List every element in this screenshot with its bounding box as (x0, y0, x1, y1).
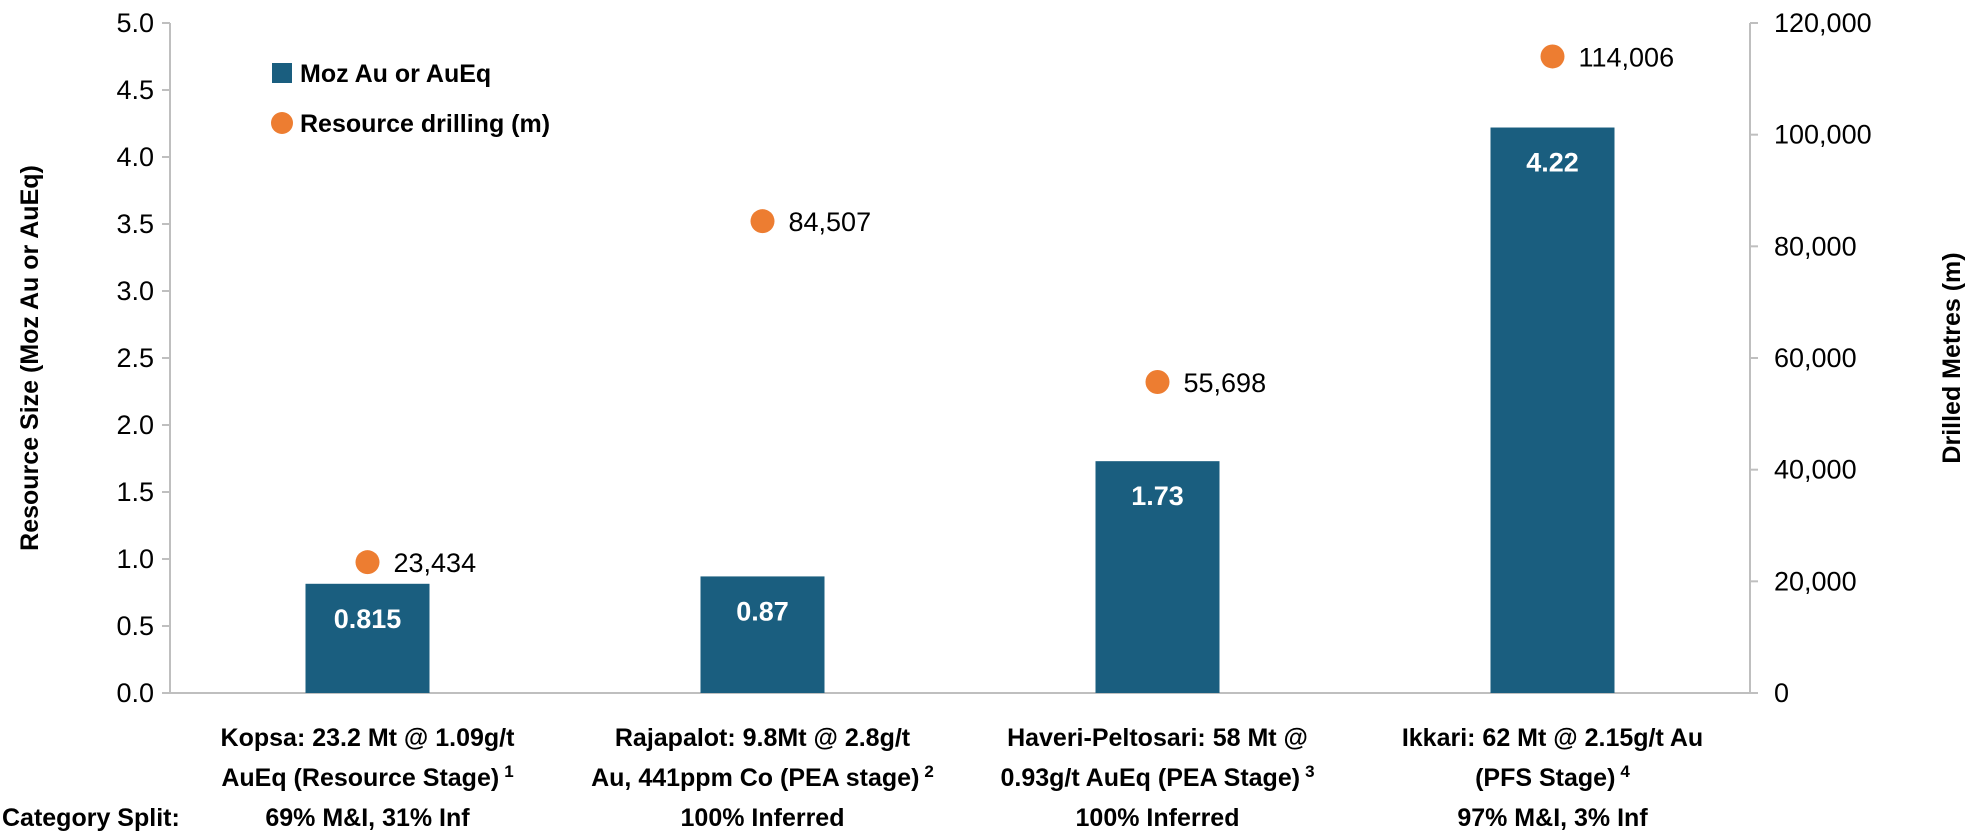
y-tick-label: 5.0 (116, 8, 154, 38)
y2-tick-label: 80,000 (1774, 231, 1857, 261)
bar-value-label: 0.87 (736, 596, 789, 626)
category-label-text: Au, 441ppm Co (PEA stage) (591, 764, 919, 792)
scatter-point (1145, 370, 1170, 395)
legend-label-point: Resource drilling (m) (300, 110, 550, 138)
point-value-label: 84,507 (789, 207, 872, 237)
y-tick-label: 1.0 (116, 544, 154, 574)
category-label-line2: AuEq (Resource Stage) 1 (221, 762, 513, 792)
legend-swatch-bar (272, 63, 292, 83)
category-labels: Kopsa: 23.2 Mt @ 1.09g/t AuEq (Resource S… (2, 724, 1703, 832)
category-split-value: 69% M&I, 31% Inf (265, 804, 470, 832)
legend-label-bar: Moz Au or AuEq (300, 60, 491, 88)
category-label-line2: 0.93g/t AuEq (PEA Stage) 3 (1000, 762, 1314, 792)
footnote-marker: 4 (1620, 762, 1630, 781)
y2-tick-label: 60,000 (1774, 343, 1857, 373)
y-tick-label: 3.5 (116, 209, 154, 239)
category-label-text: 0.93g/t AuEq (PEA Stage) (1000, 764, 1300, 792)
legend: Moz Au or AuEq Resource drilling (m) (271, 60, 550, 138)
category-label-line1: Kopsa: 23.2 Mt @ 1.09g/t (221, 724, 516, 752)
y2-tick-label: 120,000 (1774, 8, 1872, 38)
category-label-text: AuEq (Resource Stage) (221, 764, 499, 792)
bar (305, 583, 430, 693)
y2-tick-label: 40,000 (1774, 455, 1857, 485)
category-label-line2: (PFS Stage) 4 (1475, 762, 1630, 792)
scatter-point (1540, 44, 1565, 69)
y-axis-title: Resource Size (Moz Au or AuEq) (16, 165, 44, 551)
footnote-marker: 3 (1305, 762, 1314, 781)
category-split-heading: Category Split: (2, 804, 180, 832)
category-split-value: 100% Inferred (681, 804, 845, 832)
point-value-label: 114,006 (1579, 42, 1675, 72)
bar (1095, 461, 1220, 693)
category-label-line1: Ikkari: 62 Mt @ 2.15g/t Au (1402, 724, 1703, 752)
y-tick-label: 1.5 (116, 477, 154, 507)
bar-series (305, 127, 1615, 693)
data-labels: 0.815 0.87 1.73 4.22 23,434 84,507 55,698 114,0… (334, 42, 1674, 633)
y2-tick-label: 100,000 (1774, 120, 1872, 150)
category-label-line1: Haveri-Peltosari: 58 Mt @ (1007, 724, 1308, 752)
category-label-line2: Au, 441ppm Co (PEA stage) 2 (591, 762, 934, 792)
bar-value-label: 4.22 (1526, 148, 1579, 178)
y-tick-label: 2.0 (116, 410, 154, 440)
bar-value-label: 1.73 (1131, 481, 1184, 511)
point-value-label: 23,434 (394, 548, 477, 578)
y-tick-label: 0.5 (116, 611, 154, 641)
y2-tick-label: 20,000 (1774, 566, 1857, 596)
bar-value-label: 0.815 (334, 604, 402, 634)
category-split-value: 97% M&I, 3% Inf (1457, 804, 1648, 832)
y-tick-label: 2.5 (116, 343, 154, 373)
legend-swatch-point (271, 112, 293, 134)
footnote-marker: 2 (924, 762, 933, 781)
bar (1490, 127, 1615, 693)
y-tick-label: 3.0 (116, 276, 154, 306)
y-tick-label: 4.5 (116, 75, 154, 105)
scatter-point (750, 209, 775, 234)
category-label-line1: Rajapalot: 9.8Mt @ 2.8g/t (615, 724, 911, 752)
bar (700, 576, 825, 693)
point-value-label: 55,698 (1184, 368, 1267, 398)
chart-axes: 0.0 0.5 1.0 1.5 2.0 2.5 3.0 3.5 4.0 4.5 5.0 0 20,000… (116, 8, 1871, 708)
y-tick-label: 0.0 (116, 678, 154, 708)
scatter-point (355, 550, 380, 575)
category-label-text: (PFS Stage) (1475, 764, 1615, 792)
y2-axis-title: Drilled Metres (m) (1938, 252, 1966, 463)
scatter-series (355, 44, 1565, 575)
category-split-value: 100% Inferred (1076, 804, 1240, 832)
footnote-marker: 1 (504, 762, 513, 781)
y2-tick-label: 0 (1774, 678, 1789, 708)
y-tick-label: 4.0 (116, 142, 154, 172)
